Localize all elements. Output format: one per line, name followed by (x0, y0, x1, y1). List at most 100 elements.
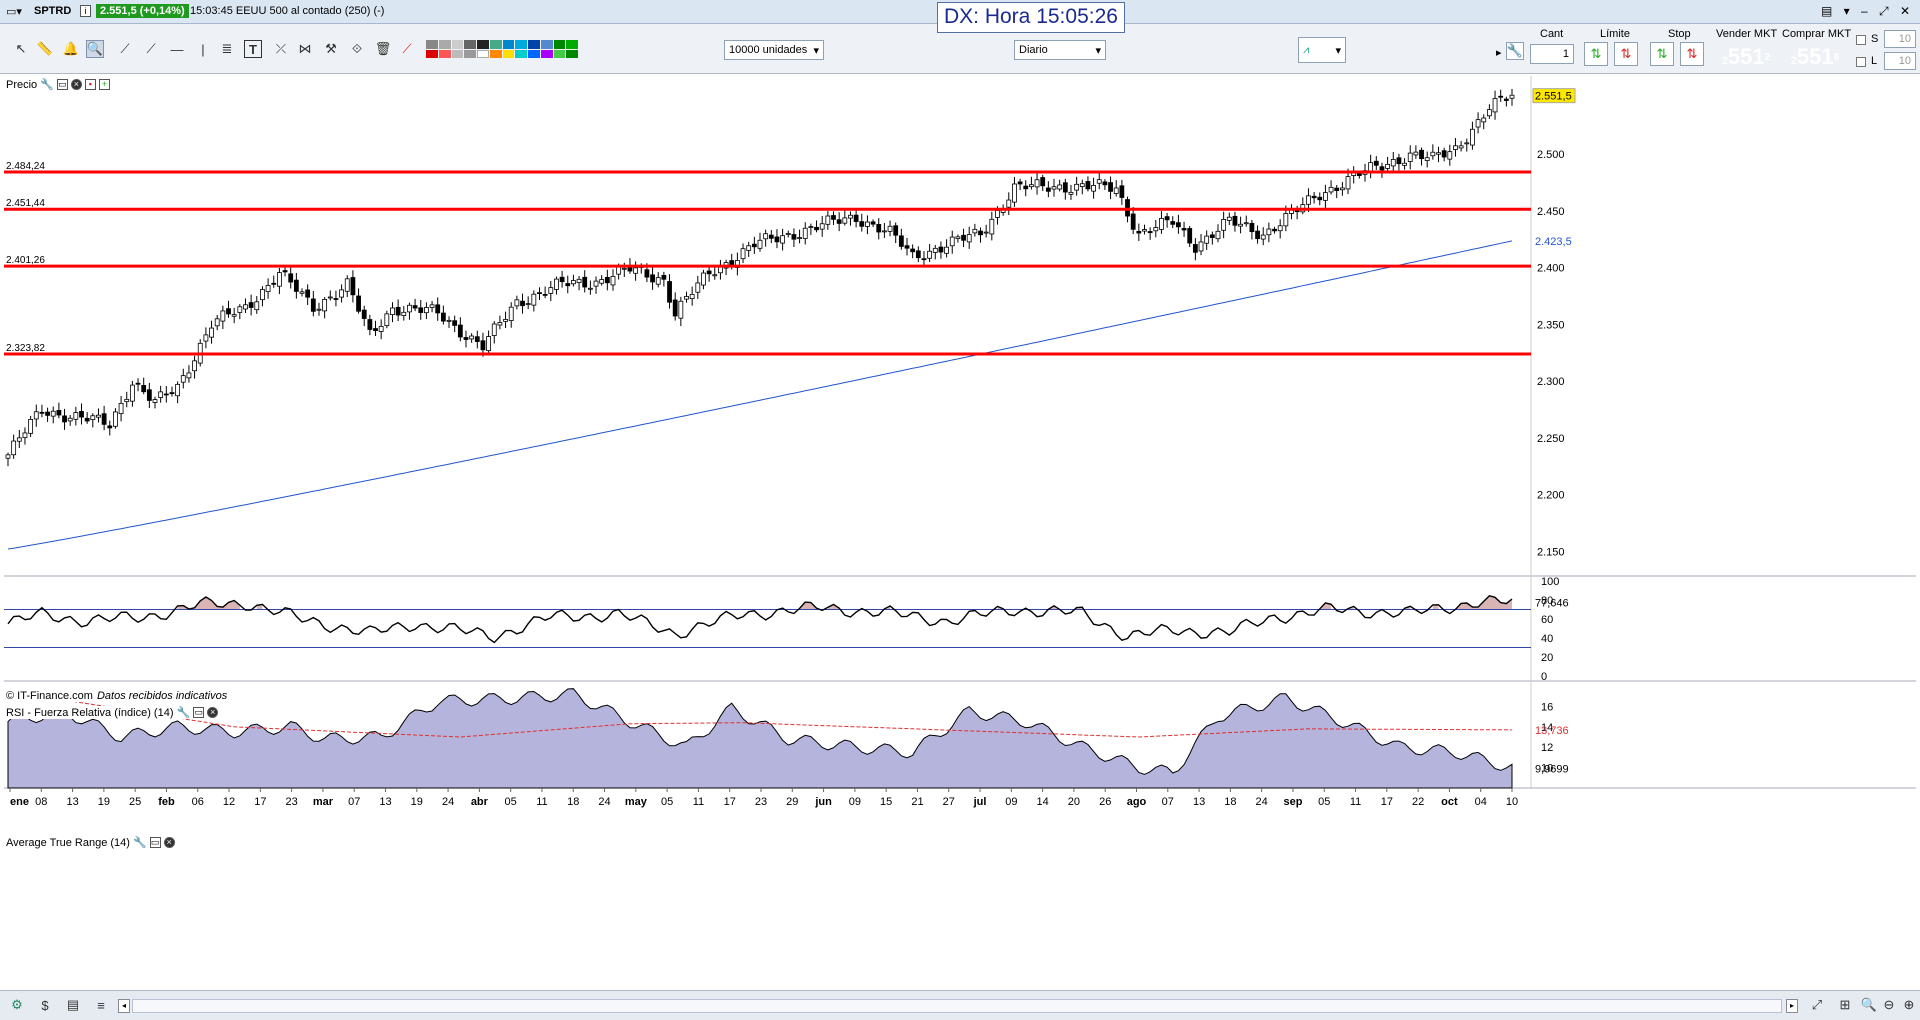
zoom-icon[interactable]: 🔍 (86, 40, 104, 58)
quantity-input[interactable]: 1 (1530, 44, 1574, 64)
zoom-box-icon[interactable]: ⊞ (1839, 997, 1851, 1012)
vertical-line-icon[interactable]: | (201, 41, 205, 57)
candle-body (1209, 234, 1215, 238)
candle-body (780, 235, 786, 244)
price-badge: 2.551,5 (+0,14%) (96, 4, 189, 18)
candle-body (661, 275, 667, 280)
magnet-icon[interactable]: ⋈ (298, 41, 312, 56)
x-tick-label: 06 (192, 796, 204, 808)
candle-body (1153, 227, 1159, 232)
limit-buy-icon[interactable]: ⇅ (1584, 42, 1608, 66)
zoom-in-icon[interactable]: 🔍 (1860, 997, 1878, 1012)
remove-icon[interactable]: ▪ (84, 79, 96, 90)
candle-body (898, 235, 904, 247)
scroll-right-icon[interactable]: ▸ (1786, 999, 1798, 1013)
zoom-out-icon[interactable]: ⊖ (1883, 997, 1895, 1012)
s-checkbox[interactable] (1856, 35, 1866, 45)
stop-sell-icon[interactable]: ⇅ (1680, 42, 1704, 66)
atr-tick-label: 12 (1541, 742, 1553, 754)
x-tick-label: 10 (1506, 796, 1518, 808)
wrench-icon[interactable]: 🔧 (40, 79, 54, 91)
close-icon[interactable]: × (70, 79, 82, 90)
horizontal-scrollbar[interactable] (132, 999, 1782, 1013)
l-value-field[interactable]: 10 (1884, 52, 1916, 70)
horizontal-line-icon[interactable]: — (170, 41, 184, 57)
auto-scale-icon[interactable]: ⤢ (1811, 997, 1823, 1012)
l-checkbox[interactable] (1856, 57, 1866, 67)
pattern-icon[interactable]: ⤫ (275, 41, 287, 56)
ray-tool-icon[interactable]: ⟋ (146, 41, 156, 56)
title-bar: ▭▾ SPTRD i 2.551,5 (+0,14%) 15:03:45 EEU… (0, 0, 1920, 33)
candle-body (1503, 98, 1509, 101)
x-tick-label: 11 (693, 796, 704, 808)
symbol-label[interactable]: SPTRD (34, 5, 72, 17)
dollar-settings-icon[interactable]: $ (41, 997, 49, 1013)
x-tick-label: 26 (1099, 796, 1111, 808)
s-value-field[interactable]: 10 (1884, 30, 1916, 48)
color-palette[interactable] (426, 40, 578, 58)
list-icon[interactable]: ≡ (97, 997, 105, 1013)
candle-body (248, 302, 254, 308)
chart-svg[interactable]: 2.500 2.450 2.400 2.350 2.300 2.250 2.200 2.150… (4, 76, 1916, 966)
color-tool-icon[interactable]: ⟋ (402, 41, 412, 56)
x-tick-label: 04 (1475, 796, 1487, 808)
close-icon[interactable]: × (207, 707, 219, 718)
candle-body (1458, 145, 1464, 149)
candle-body (152, 399, 158, 403)
atr-panel-header: Average True Range (14) 🔧 ▭ × (6, 836, 175, 849)
fibonacci-icon[interactable]: ≣ (221, 41, 233, 56)
candle-body (689, 293, 695, 300)
line-tool-icon[interactable]: ⟋ (120, 41, 130, 56)
chart-settings-icon[interactable]: ⚙ (11, 997, 23, 1012)
units-select[interactable]: 10000 unidades ▾ (724, 40, 824, 60)
price-tick-label: 2.350 (1537, 319, 1565, 331)
buy-market-button[interactable]: 2 551 8 (1790, 44, 1840, 69)
wrench-icon[interactable]: 🔧 (1506, 42, 1524, 60)
limit-sell-icon[interactable]: ⇅ (1614, 42, 1638, 66)
text-tool-icon[interactable]: T (244, 40, 262, 58)
candle-body (1108, 182, 1113, 192)
candle-body (339, 289, 344, 298)
window-icon[interactable]: ▭ (149, 837, 161, 848)
stop-buy-icon[interactable]: ⇅ (1650, 42, 1674, 66)
x-tick-label: ene (10, 796, 29, 808)
candle-body (972, 228, 978, 234)
window-controls[interactable]: ▤ ▾ – ⤢ ✕ (1820, 4, 1914, 18)
x-tick-label: 29 (786, 796, 798, 808)
wrench-icon[interactable]: 🔧 (132, 837, 147, 849)
zoom-reset-icon[interactable]: ⊕ (1903, 997, 1915, 1012)
chart-type-button[interactable]: ⩘ ▾ (1298, 37, 1346, 63)
candle-body (1436, 152, 1441, 155)
candle-body (469, 335, 475, 340)
cursor-icon[interactable]: ↖ (15, 41, 27, 56)
window-icon[interactable]: ▭ (193, 707, 205, 718)
candle-body (763, 233, 769, 240)
scroll-left-icon[interactable]: ◂ (118, 999, 130, 1013)
candle-body (1323, 192, 1328, 201)
window-icon[interactable]: ▭ (56, 79, 68, 90)
close-icon[interactable]: × (163, 837, 175, 848)
candle-body (1012, 183, 1017, 203)
ruler-icon[interactable]: 📏 (36, 41, 54, 56)
tools-icon[interactable]: ⚒ (325, 41, 337, 56)
order-panel-arrow-icon[interactable]: ▸ (1496, 47, 1502, 59)
info-icon[interactable]: i (80, 5, 91, 17)
x-tick-label: 19 (98, 796, 110, 808)
trash-icon[interactable]: 🗑 (374, 41, 392, 56)
candle-body (938, 246, 944, 253)
current-price-tag (1532, 88, 1576, 104)
add-icon[interactable]: + (98, 79, 110, 90)
chart-area[interactable]: 2.500 2.450 2.400 2.350 2.300 2.250 2.200 2.150… (4, 76, 1916, 966)
x-tick-label: 17 (1381, 796, 1393, 808)
sell-market-button[interactable]: 2 551 2 (1721, 44, 1771, 69)
window-menu-icon[interactable]: ▭▾ (6, 6, 22, 18)
candle-body (1017, 181, 1023, 185)
alert-bell-icon[interactable]: 🔔 (62, 41, 80, 56)
wrench-icon[interactable]: 🔧 (176, 707, 191, 719)
candle-body (1119, 185, 1125, 198)
candle-body (525, 303, 531, 306)
chart-icon[interactable]: ⟐ (351, 41, 363, 56)
candle-body (1255, 230, 1260, 240)
period-select[interactable]: Diario ▾ (1014, 40, 1106, 60)
table-icon[interactable]: ▤ (66, 997, 80, 1012)
